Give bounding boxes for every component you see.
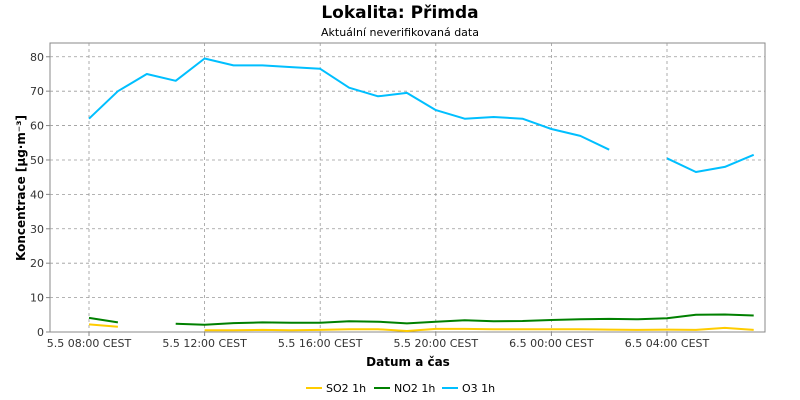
y-tick-label: 20: [30, 257, 44, 270]
plot-area: [49, 42, 766, 333]
series-lines: [88, 57, 755, 332]
series-line-so2-1h: [88, 323, 754, 332]
y-tick-label: 30: [30, 223, 44, 236]
x-tick-label: 5.5 20:00 CEST: [394, 337, 479, 350]
y-tick-label: 70: [30, 85, 44, 98]
legend-item: O3 1h: [442, 382, 495, 395]
y-axis-ticks: 0 10 20 30 40 50 60 70 80: [30, 51, 50, 339]
x-tick-label: 5.5 08:00 CEST: [47, 337, 132, 350]
y-tick-label: 10: [30, 292, 44, 305]
x-tick-label: 6.5 04:00 CEST: [625, 337, 710, 350]
legend: SO2 1h NO2 1h O3 1h: [306, 382, 495, 395]
y-tick-label: 60: [30, 120, 44, 133]
grid: [50, 43, 765, 332]
legend-label: SO2 1h: [326, 382, 366, 395]
y-tick-label: 50: [30, 154, 44, 167]
series-line-no2-1h: [88, 313, 754, 326]
x-tick-label: 5.5 16:00 CEST: [278, 337, 363, 350]
y-tick-label: 80: [30, 51, 44, 64]
series-line-o3-1h: [88, 57, 755, 173]
y-tick-label: 0: [37, 326, 44, 339]
y-axis-label: Koncentrace [µg·m⁻³]: [14, 115, 28, 261]
legend-item: SO2 1h: [306, 382, 366, 395]
x-axis-label: Datum a čas: [366, 355, 450, 369]
y-tick-label: 40: [30, 188, 44, 201]
x-tick-label: 5.5 12:00 CEST: [162, 337, 247, 350]
chart-title: Lokalita: Přimda: [321, 3, 478, 23]
legend-label: O3 1h: [462, 382, 495, 395]
legend-label: NO2 1h: [394, 382, 435, 395]
legend-item: NO2 1h: [374, 382, 435, 395]
x-tick-label: 6.5 00:00 CEST: [509, 337, 594, 350]
x-axis-ticks: 5.5 08:00 CEST 5.5 12:00 CEST 5.5 16:00 CE…: [47, 332, 710, 350]
chart-subtitle: Aktuální neverifikovaná data: [321, 26, 479, 39]
